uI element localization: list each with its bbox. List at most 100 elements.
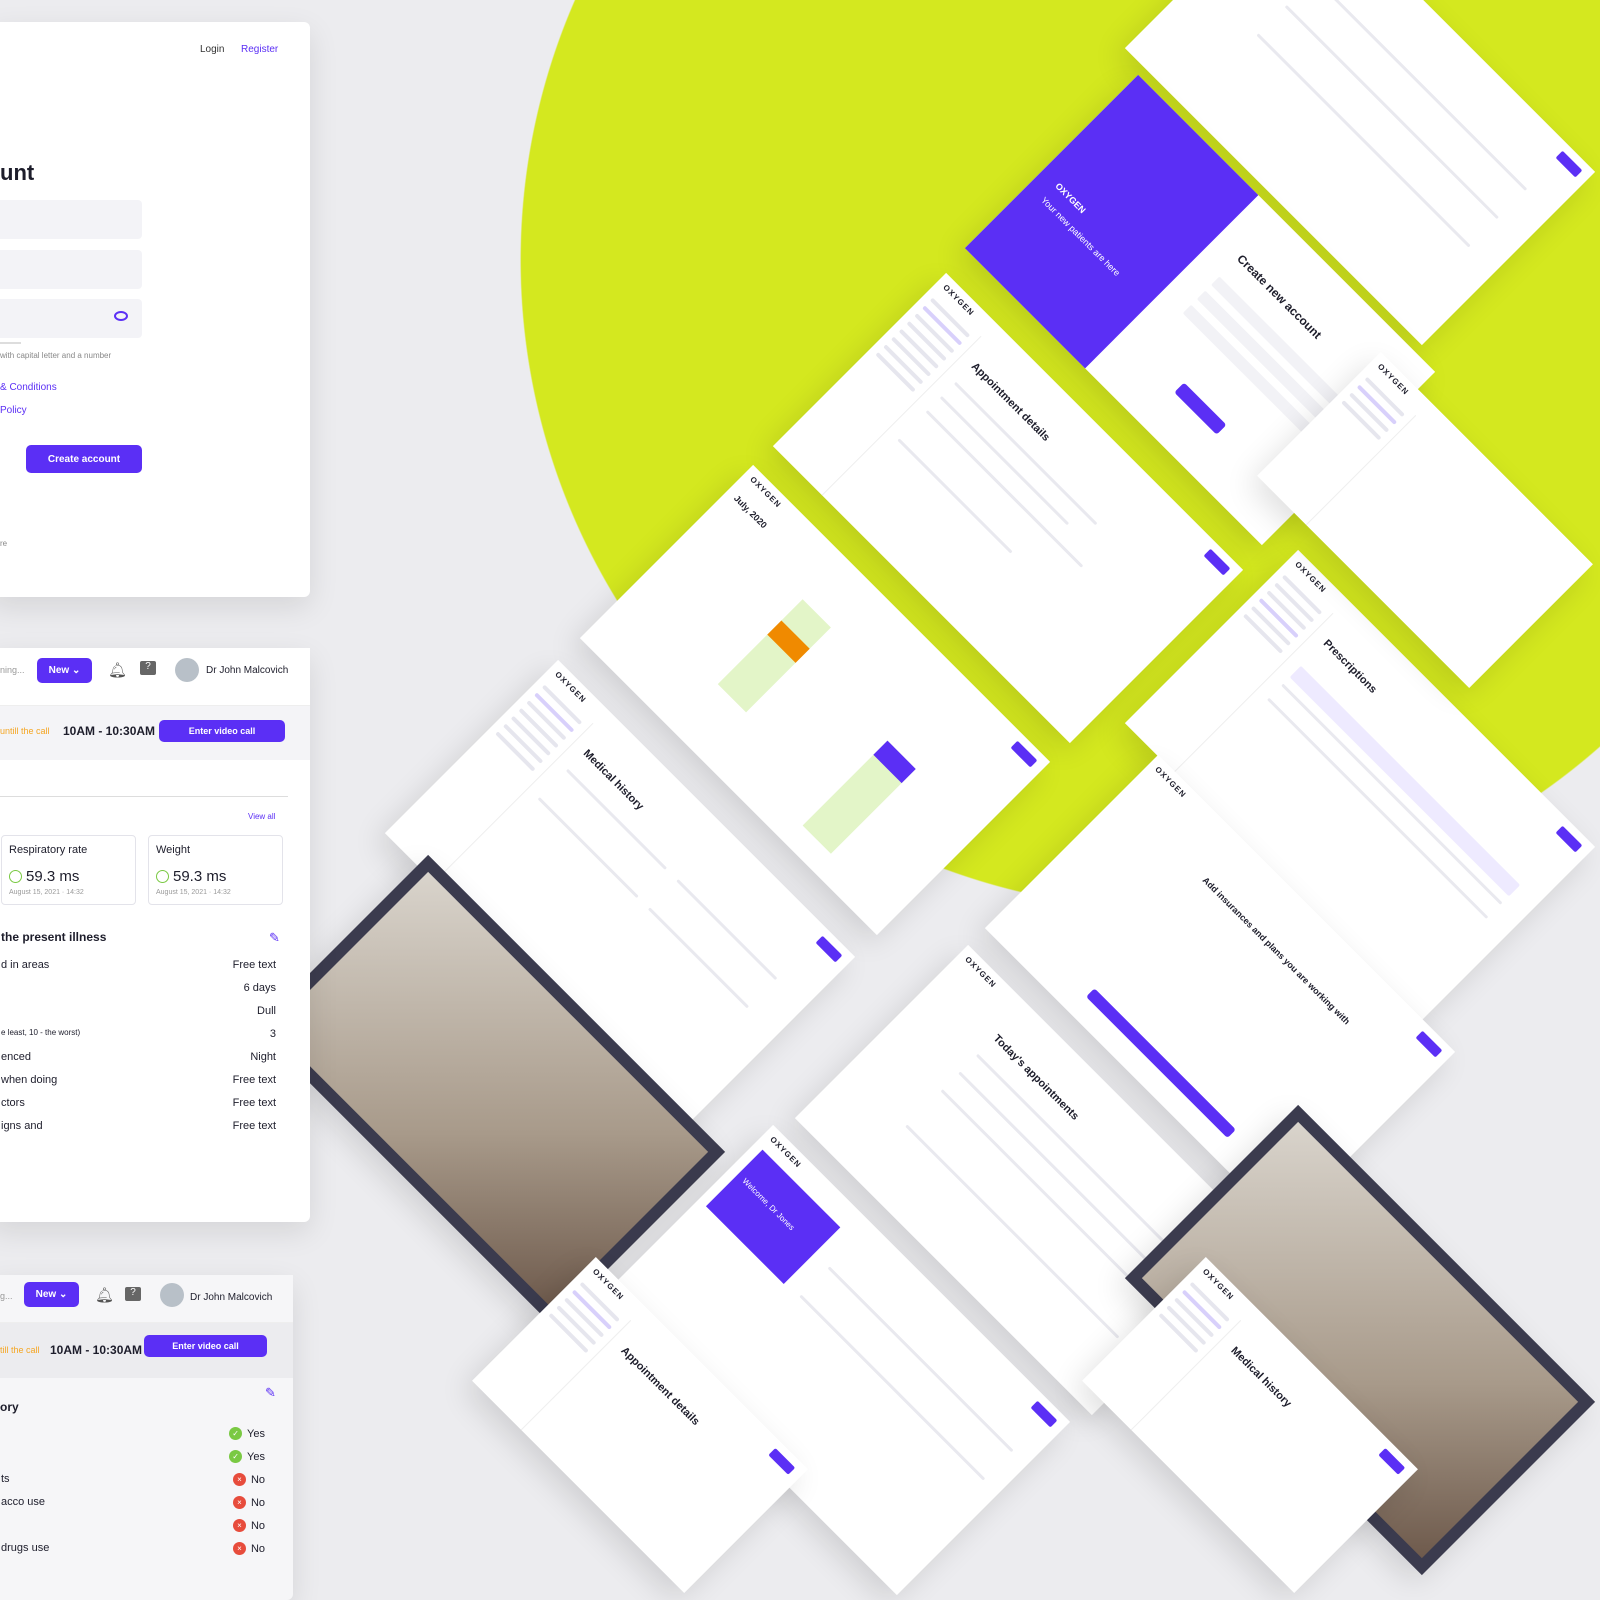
privacy-link[interactable]: Policy	[0, 405, 27, 416]
create-account-button[interactable]: Create account	[26, 445, 142, 473]
login-link[interactable]: Login	[200, 44, 225, 55]
check-circle-icon: ✓	[229, 1450, 243, 1463]
check-circle-icon: ✓	[229, 1427, 243, 1440]
row-label: enced	[1, 1051, 31, 1063]
screen-title: Medical history	[1228, 1344, 1294, 1410]
register-card: Login Register unt with capital letter a…	[0, 22, 310, 597]
enter-video-call-button[interactable]: Enter video call	[159, 720, 285, 742]
x-circle-icon: ×	[232, 1519, 246, 1532]
illness-row: igns and Free text	[1, 1120, 276, 1132]
enter-video-call-button[interactable]: Enter video call	[144, 1335, 267, 1357]
history-row: acco use × No	[1, 1496, 265, 1509]
divider	[0, 796, 288, 797]
terms-link[interactable]: & Conditions	[0, 382, 57, 393]
row-label: e least, 10 - the worst)	[1, 1028, 81, 1037]
row-value: No	[250, 1542, 265, 1555]
password-hint: with capital letter and a number	[0, 351, 112, 360]
edit-icon[interactable]: ✎	[269, 930, 280, 945]
call-time: 10AM - 10:30AM	[50, 1343, 143, 1357]
footer-text: re	[0, 539, 8, 548]
user-name[interactable]: Dr John Malcovich	[190, 1292, 273, 1303]
row-label: igns and	[1, 1120, 43, 1132]
user-name[interactable]: Dr John Malcovich	[206, 665, 289, 676]
x-circle-icon: ×	[232, 1473, 246, 1486]
password-strength	[0, 342, 21, 344]
help-icon[interactable]: ?	[125, 1287, 141, 1301]
illness-row: e least, 10 - the worst) 3	[1, 1028, 276, 1040]
row-value: Free text	[232, 959, 276, 971]
name-field[interactable]	[0, 200, 142, 239]
top-bar: g... New ⌄ 🔔︎ ? Dr John Malcovich	[0, 1275, 293, 1323]
x-circle-icon: ×	[232, 1496, 246, 1509]
section-title: the present illness	[1, 930, 107, 944]
bell-icon[interactable]: 🔔︎	[95, 1287, 115, 1304]
history-row: × No	[1, 1519, 265, 1532]
vital-value: 59.3 ms	[26, 868, 80, 885]
call-band: untill the call 10AM - 10:30AM Enter vid…	[0, 706, 310, 760]
illness-row: enced Night	[1, 1051, 276, 1063]
section-title: ory	[0, 1400, 19, 1414]
password-field[interactable]	[0, 299, 142, 338]
history-row: ✓ Yes	[1, 1427, 265, 1440]
vital-date: August 15, 2021 · 14:32	[156, 889, 231, 896]
search-input[interactable]: g...	[0, 1291, 13, 1301]
illness-row: when doing Free text	[1, 1074, 276, 1086]
call-countdown: untill the call	[0, 726, 50, 736]
row-label: ctors	[1, 1097, 25, 1109]
row-value: Night	[250, 1051, 276, 1063]
calendar-month: July, 2020	[731, 493, 769, 531]
top-bar: ning... New ⌄ 🔔︎ ? Dr John Malcovich	[0, 648, 310, 706]
dashboard-card: ning... New ⌄ 🔔︎ ? Dr John Malcovich unt…	[0, 648, 310, 1222]
row-value: No	[250, 1519, 265, 1532]
row-value: Yes	[247, 1450, 265, 1463]
row-value: 6 days	[243, 982, 276, 994]
vital-value: 59.3 ms	[173, 868, 227, 885]
screen-title: Prescriptions	[1320, 637, 1379, 696]
history-row: ✓ Yes	[1, 1450, 265, 1463]
check-icon	[156, 870, 169, 883]
history-row: ts × No	[1, 1473, 265, 1486]
row-label: d in areas	[1, 959, 50, 971]
vital-card[interactable]: Weight 59.3 ms August 15, 2021 · 14:32	[148, 835, 283, 905]
page-title: unt	[0, 160, 35, 185]
edit-icon[interactable]: ✎	[265, 1385, 276, 1400]
screen-title: Today's appointments	[990, 1032, 1081, 1123]
eye-icon[interactable]	[114, 311, 128, 321]
x-circle-icon: ×	[232, 1542, 246, 1555]
avatar[interactable]	[160, 1283, 184, 1307]
history-card: g... New ⌄ 🔔︎ ? Dr John Malcovich till t…	[0, 1275, 293, 1600]
email-field[interactable]	[0, 250, 142, 289]
row-label: when doing	[1, 1074, 58, 1086]
row-value: No	[250, 1473, 265, 1486]
search-input[interactable]: ning...	[0, 665, 25, 675]
screen-title: Create new account	[1234, 251, 1325, 342]
new-label: New	[35, 1289, 57, 1300]
help-icon[interactable]: ?	[140, 661, 156, 675]
illness-row: Dull	[1, 1005, 276, 1017]
new-button[interactable]: New ⌄	[37, 658, 92, 683]
row-value: 3	[269, 1028, 276, 1040]
vital-card[interactable]: Respiratory rate 59.3 ms August 15, 2021…	[1, 835, 136, 905]
bell-icon[interactable]: 🔔︎	[108, 662, 128, 679]
row-value: Free text	[232, 1074, 276, 1086]
avatar[interactable]	[175, 658, 199, 682]
vital-label: Weight	[156, 844, 191, 856]
call-countdown: till the call	[0, 1345, 40, 1355]
new-label: New	[48, 665, 70, 676]
screen-title: Medical history	[580, 747, 646, 813]
history-row: drugs use × No	[1, 1542, 265, 1555]
row-value: Free text	[232, 1120, 276, 1132]
view-all-link[interactable]: View all	[248, 812, 276, 821]
screen-title: Appointment details	[618, 1344, 702, 1428]
row-value: Yes	[247, 1427, 265, 1440]
illness-row: d in areas Free text	[1, 959, 276, 971]
check-icon	[9, 870, 22, 883]
row-label: drugs use	[1, 1542, 50, 1554]
new-button[interactable]: New ⌄	[24, 1282, 79, 1307]
call-band: till the call 10AM - 10:30AM Enter video…	[0, 1323, 293, 1378]
row-value: Dull	[257, 1005, 276, 1017]
row-value: No	[250, 1496, 265, 1509]
register-link[interactable]: Register	[241, 44, 279, 55]
illness-row: ctors Free text	[1, 1097, 276, 1109]
screen-title: Appointment details	[968, 360, 1053, 444]
